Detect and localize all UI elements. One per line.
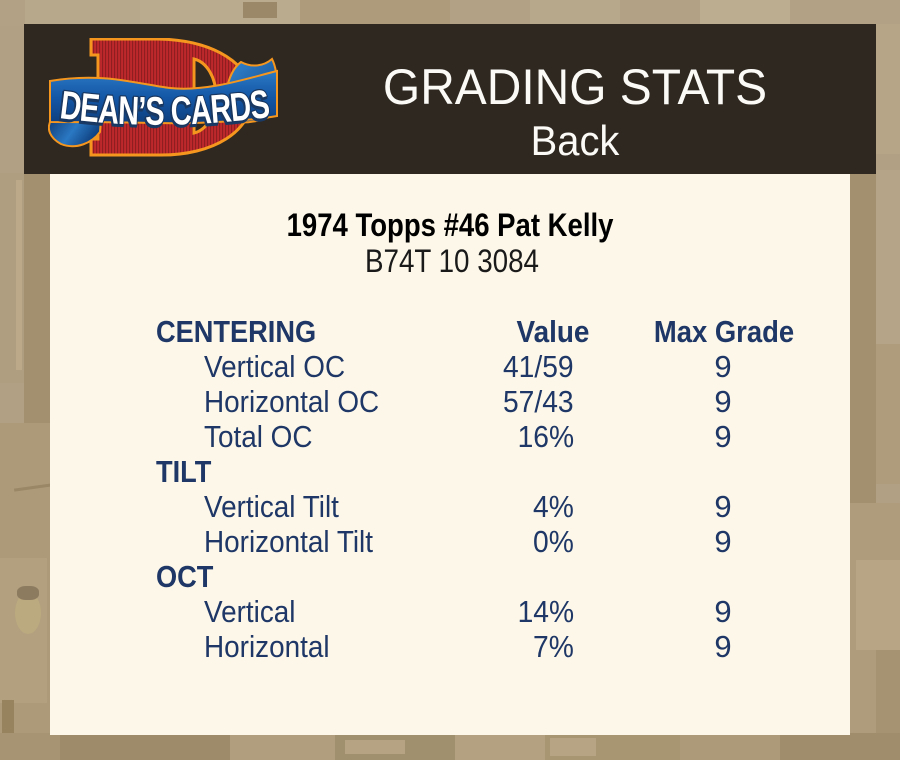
svg-text:DEAN’S CARDS: DEAN’S CARDS: [58, 82, 272, 134]
